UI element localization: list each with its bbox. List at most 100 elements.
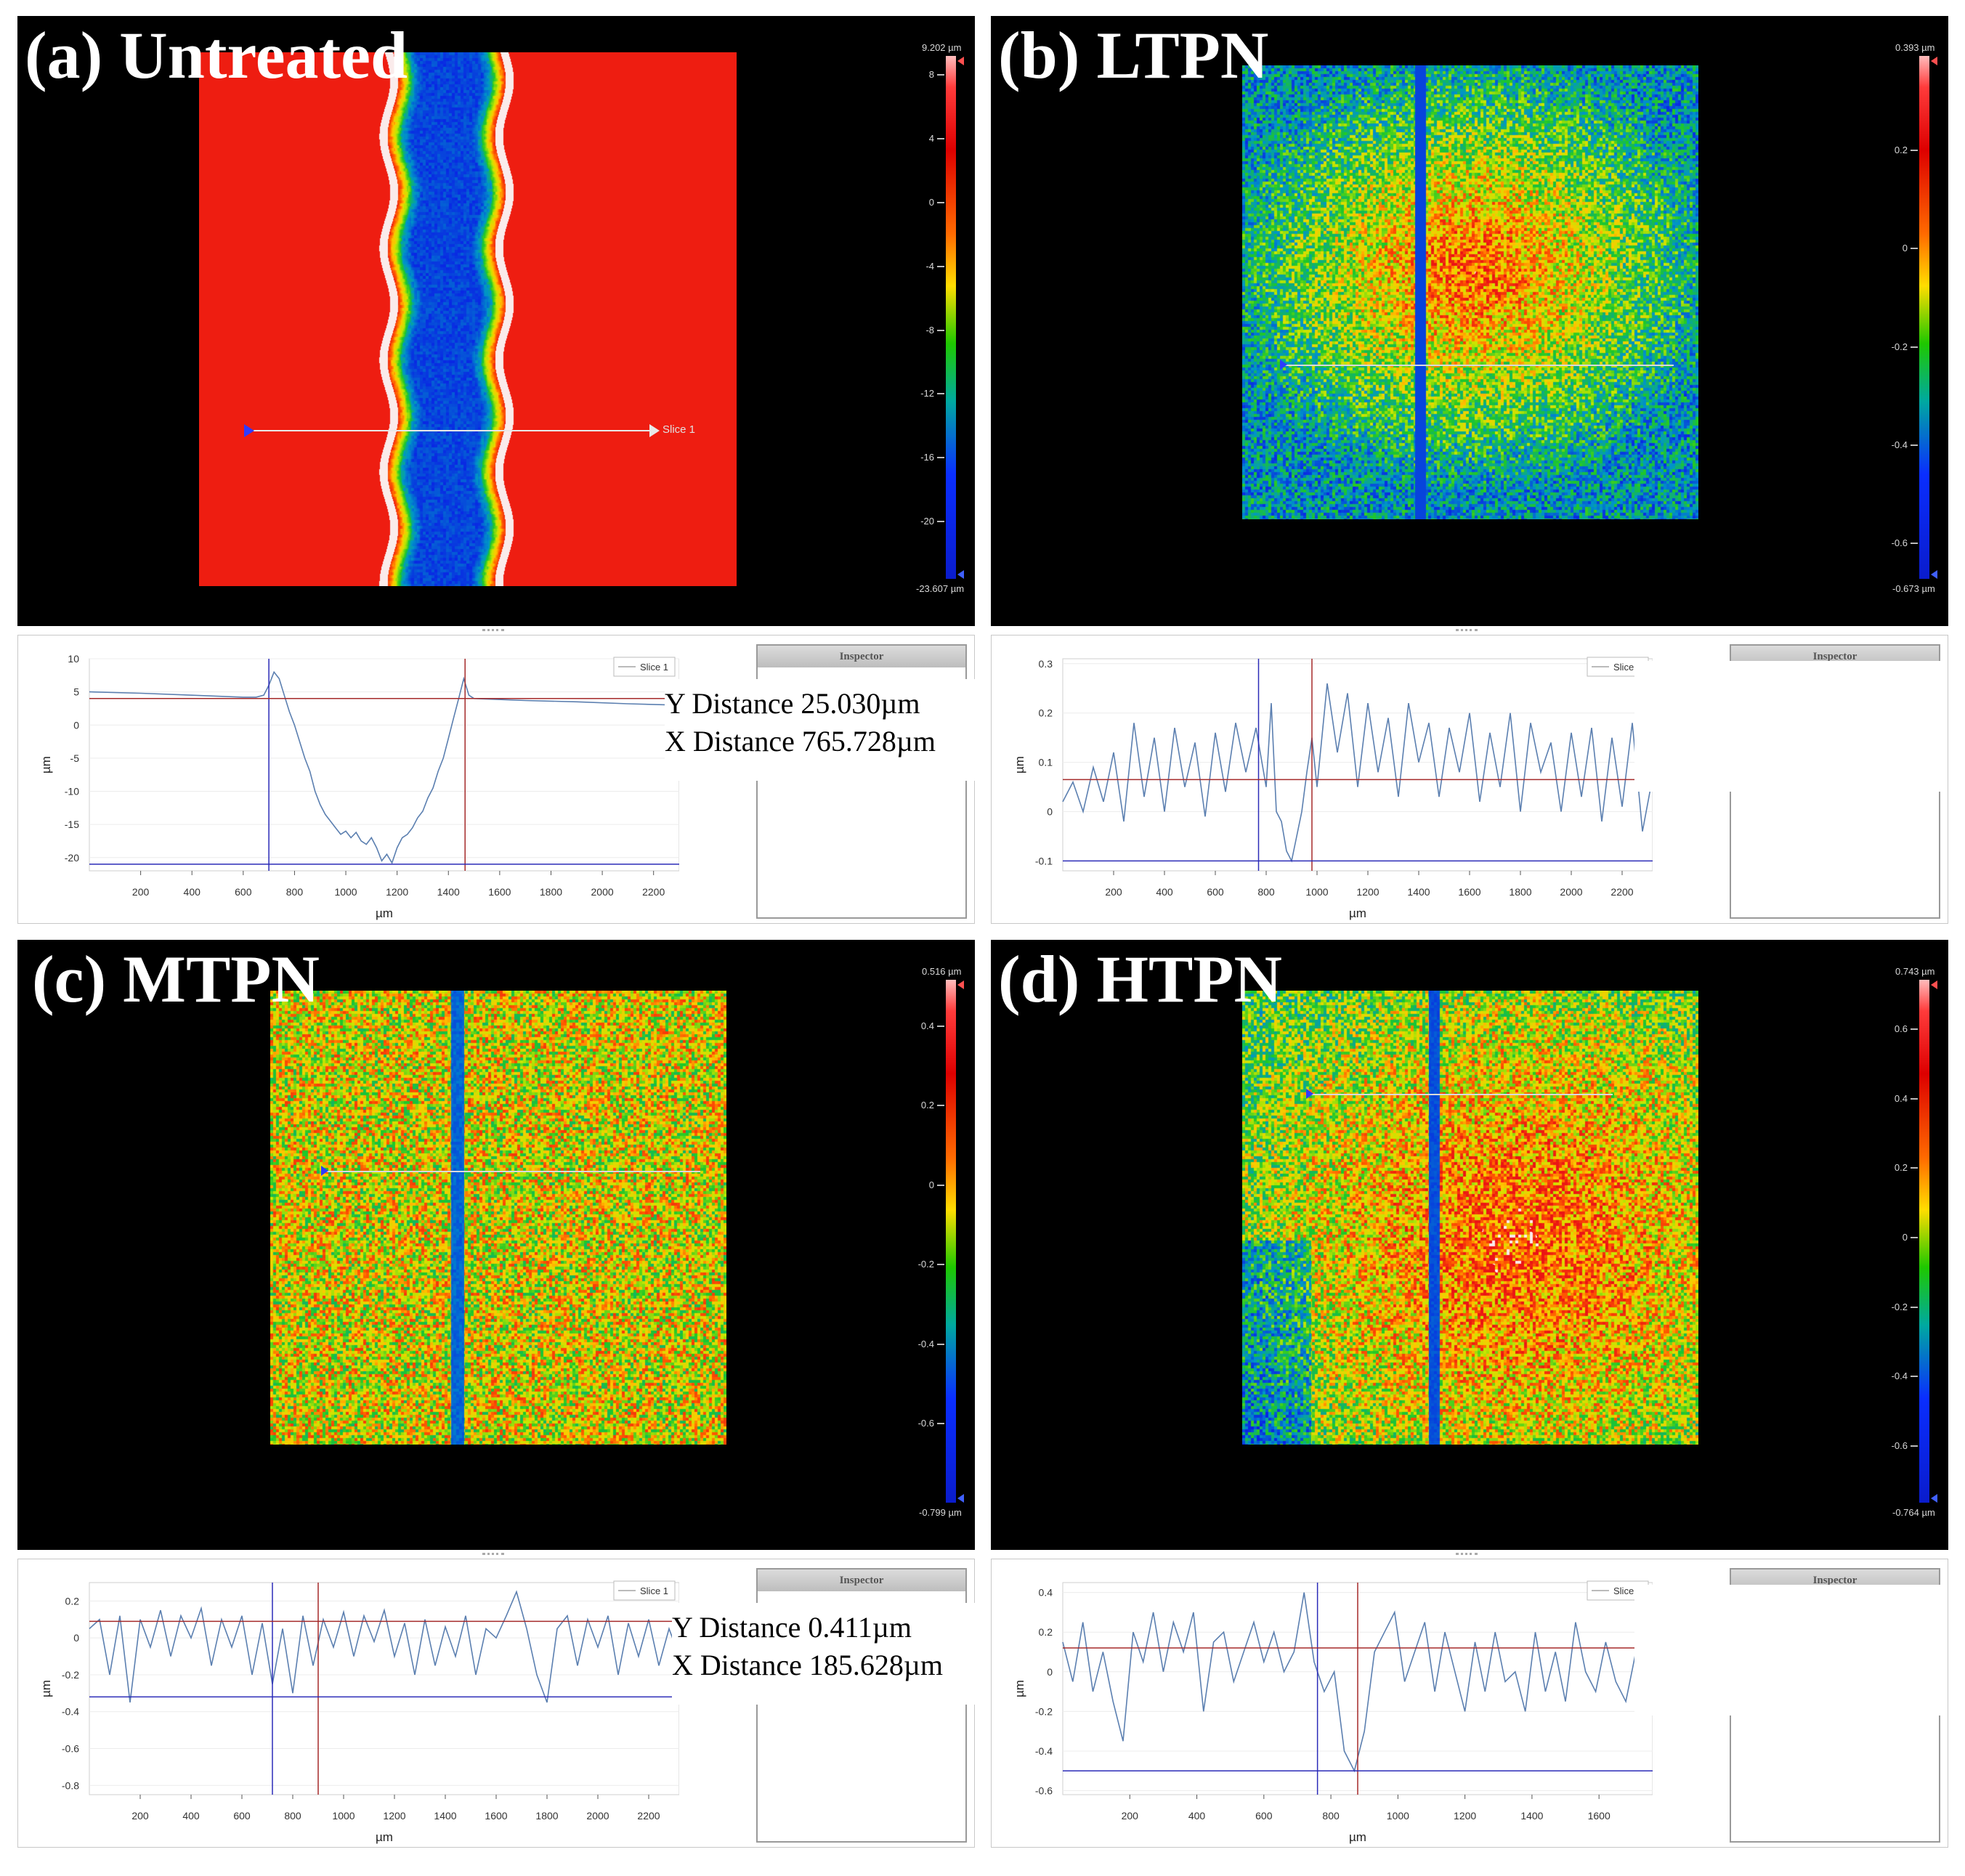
scale-tick <box>937 457 944 459</box>
splitter-handle[interactable] <box>1456 1553 1478 1557</box>
y-tick-label: -20 <box>65 852 79 864</box>
scale-tick <box>1911 346 1918 348</box>
profile-panel: 10 5 0 -5 -10 -15 -20 200 400 600 800 1000 1200 1400 1… <box>17 635 977 924</box>
scale-tick-label: -0.2 <box>917 1259 934 1270</box>
x-tick-label: 800 <box>284 1810 301 1822</box>
splitter-handle[interactable] <box>482 629 504 633</box>
panel-untreated: Slice 1 9.202 µm -23.607 µm (a) Untreate… <box>17 16 977 924</box>
y-tick-label: 0 <box>73 1632 79 1644</box>
x-tick-label: 600 <box>235 886 252 898</box>
slice-line[interactable] <box>244 430 651 431</box>
color-scale-bar <box>946 980 956 1503</box>
x-tick-label: 1200 <box>1356 886 1379 898</box>
y-tick-label: 0.3 <box>1039 658 1053 670</box>
scale-tick <box>937 1343 944 1345</box>
height-map-view: 0.743 µm -0.764 µm (d) HTPN 0.6 0.4 0.2 0 -0… <box>991 940 1948 1550</box>
x-tick-label: 400 <box>1188 1810 1206 1822</box>
y-tick-label: 0.4 <box>1039 1587 1053 1599</box>
blank-overlay <box>1634 1585 1943 1715</box>
legend-label: Slice 1 <box>640 1585 668 1596</box>
scale-bottom-marker[interactable] <box>1931 570 1937 579</box>
scale-bottom-marker[interactable] <box>957 570 964 579</box>
slice-line[interactable] <box>323 1171 700 1172</box>
scale-max-label: 0.743 µm <box>1895 966 1935 977</box>
blank-overlay <box>1634 661 1943 792</box>
x-tick-label: 800 <box>1322 1810 1340 1822</box>
slice-start-handle[interactable] <box>1306 1089 1313 1099</box>
x-distance-label: X Distance 185.628µm <box>672 1649 943 1681</box>
x-tick-label: 1400 <box>1520 1810 1543 1822</box>
inspector-header[interactable]: Inspector <box>758 646 965 667</box>
scale-tick <box>1911 1376 1918 1378</box>
x-tick-label: 1600 <box>1458 886 1480 898</box>
scale-tick-label: -8 <box>925 324 934 336</box>
scale-top-marker[interactable] <box>1931 980 1937 989</box>
scale-bottom-marker[interactable] <box>957 1494 964 1503</box>
scale-tick <box>1911 1306 1918 1308</box>
scale-tick <box>1911 1028 1918 1031</box>
slice-start-handle[interactable] <box>321 1166 328 1176</box>
splitter-handle[interactable] <box>482 1553 504 1557</box>
scale-max-label: 0.516 µm <box>922 966 962 977</box>
y-tick-label: 0 <box>73 719 79 731</box>
x-tick-label: 1400 <box>437 886 460 898</box>
height-map-view: 0.393 µm -0.673 µm (b) LTPN 0.2 0 -0.2 -0.4… <box>991 16 1948 626</box>
plot-area <box>89 658 679 872</box>
scale-tick <box>937 329 944 331</box>
scale-top-marker[interactable] <box>1931 57 1937 65</box>
slice-line[interactable] <box>1281 365 1674 366</box>
slice-start-handle[interactable] <box>1280 360 1287 370</box>
x-tick-label: 1400 <box>1407 886 1430 898</box>
x-axis-label: µm <box>376 906 393 920</box>
plot-area <box>1062 658 1653 872</box>
y-axis-label: µm <box>39 1680 53 1697</box>
x-tick-label: 1000 <box>1387 1810 1409 1822</box>
x-tick-label: 400 <box>1156 886 1173 898</box>
scale-bottom-marker[interactable] <box>1931 1494 1937 1503</box>
slice-end-handle[interactable] <box>649 424 660 437</box>
panel-htpn: 0.743 µm -0.764 µm (d) HTPN 0.6 0.4 0.2 0 -0… <box>991 940 1948 1848</box>
scale-tick-label: 0 <box>928 1179 934 1190</box>
y-tick-label: -0.8 <box>62 1779 79 1791</box>
scale-tick-label: 0.2 <box>1894 145 1908 156</box>
x-tick-label: 1200 <box>1454 1810 1476 1822</box>
scale-tick <box>937 1264 944 1266</box>
x-tick-label: 1000 <box>1305 886 1328 898</box>
y-distance-label: Y Distance 0.411µm <box>672 1611 912 1644</box>
y-axis-label: µm <box>1013 756 1026 773</box>
x-tick-label: 1800 <box>1509 886 1531 898</box>
scale-tick <box>1911 1236 1918 1238</box>
scale-tick-label: -20 <box>920 515 934 527</box>
y-tick-label: 5 <box>73 686 79 698</box>
scale-tick-label: -0.6 <box>1891 537 1908 548</box>
scale-tick-label: -4 <box>925 260 934 272</box>
x-tick-label: 2200 <box>642 886 665 898</box>
scale-tick-label: 0 <box>1902 1231 1908 1243</box>
scale-tick <box>1911 1097 1918 1100</box>
y-tick-label: -5 <box>70 752 80 764</box>
x-tick-label: 1600 <box>1588 1810 1611 1822</box>
slice-start-handle[interactable] <box>244 424 254 437</box>
x-tick-label: 1000 <box>332 1810 354 1822</box>
profile-line <box>1062 1592 1653 1773</box>
slice-line[interactable] <box>1308 1094 1613 1095</box>
x-tick-label: 1200 <box>386 886 408 898</box>
y-tick-label: 10 <box>68 653 79 665</box>
x-tick-label: 800 <box>1257 886 1275 898</box>
scale-tick-label: -0.2 <box>1891 1301 1908 1312</box>
legend-label: Slice 1 <box>640 662 668 673</box>
x-tick-label: 1600 <box>488 886 511 898</box>
x-tick-label: 200 <box>1122 1810 1139 1822</box>
scale-top-marker[interactable] <box>957 980 964 989</box>
x-tick-label: 2000 <box>591 886 614 898</box>
splitter-handle[interactable] <box>1456 629 1478 633</box>
panel-title: (a) Untreated <box>25 18 408 92</box>
measurement-box: Y Distance 0.411µm X Distance 185.628µm <box>672 1603 984 1705</box>
scale-tick <box>937 138 944 140</box>
x-tick-label: 1800 <box>535 1810 558 1822</box>
y-tick-label: 0.2 <box>1039 1626 1053 1638</box>
scale-top-marker[interactable] <box>957 57 964 65</box>
profile-chart: 0.3 0.2 0.1 0 -0.1 200 400 600 800 1000 1200 1400 16… <box>1013 657 1653 920</box>
inspector-header[interactable]: Inspector <box>758 1570 965 1591</box>
profile-panel: 0.3 0.2 0.1 0 -0.1 200 400 600 800 1000 1200 1400 16… <box>991 635 1948 924</box>
